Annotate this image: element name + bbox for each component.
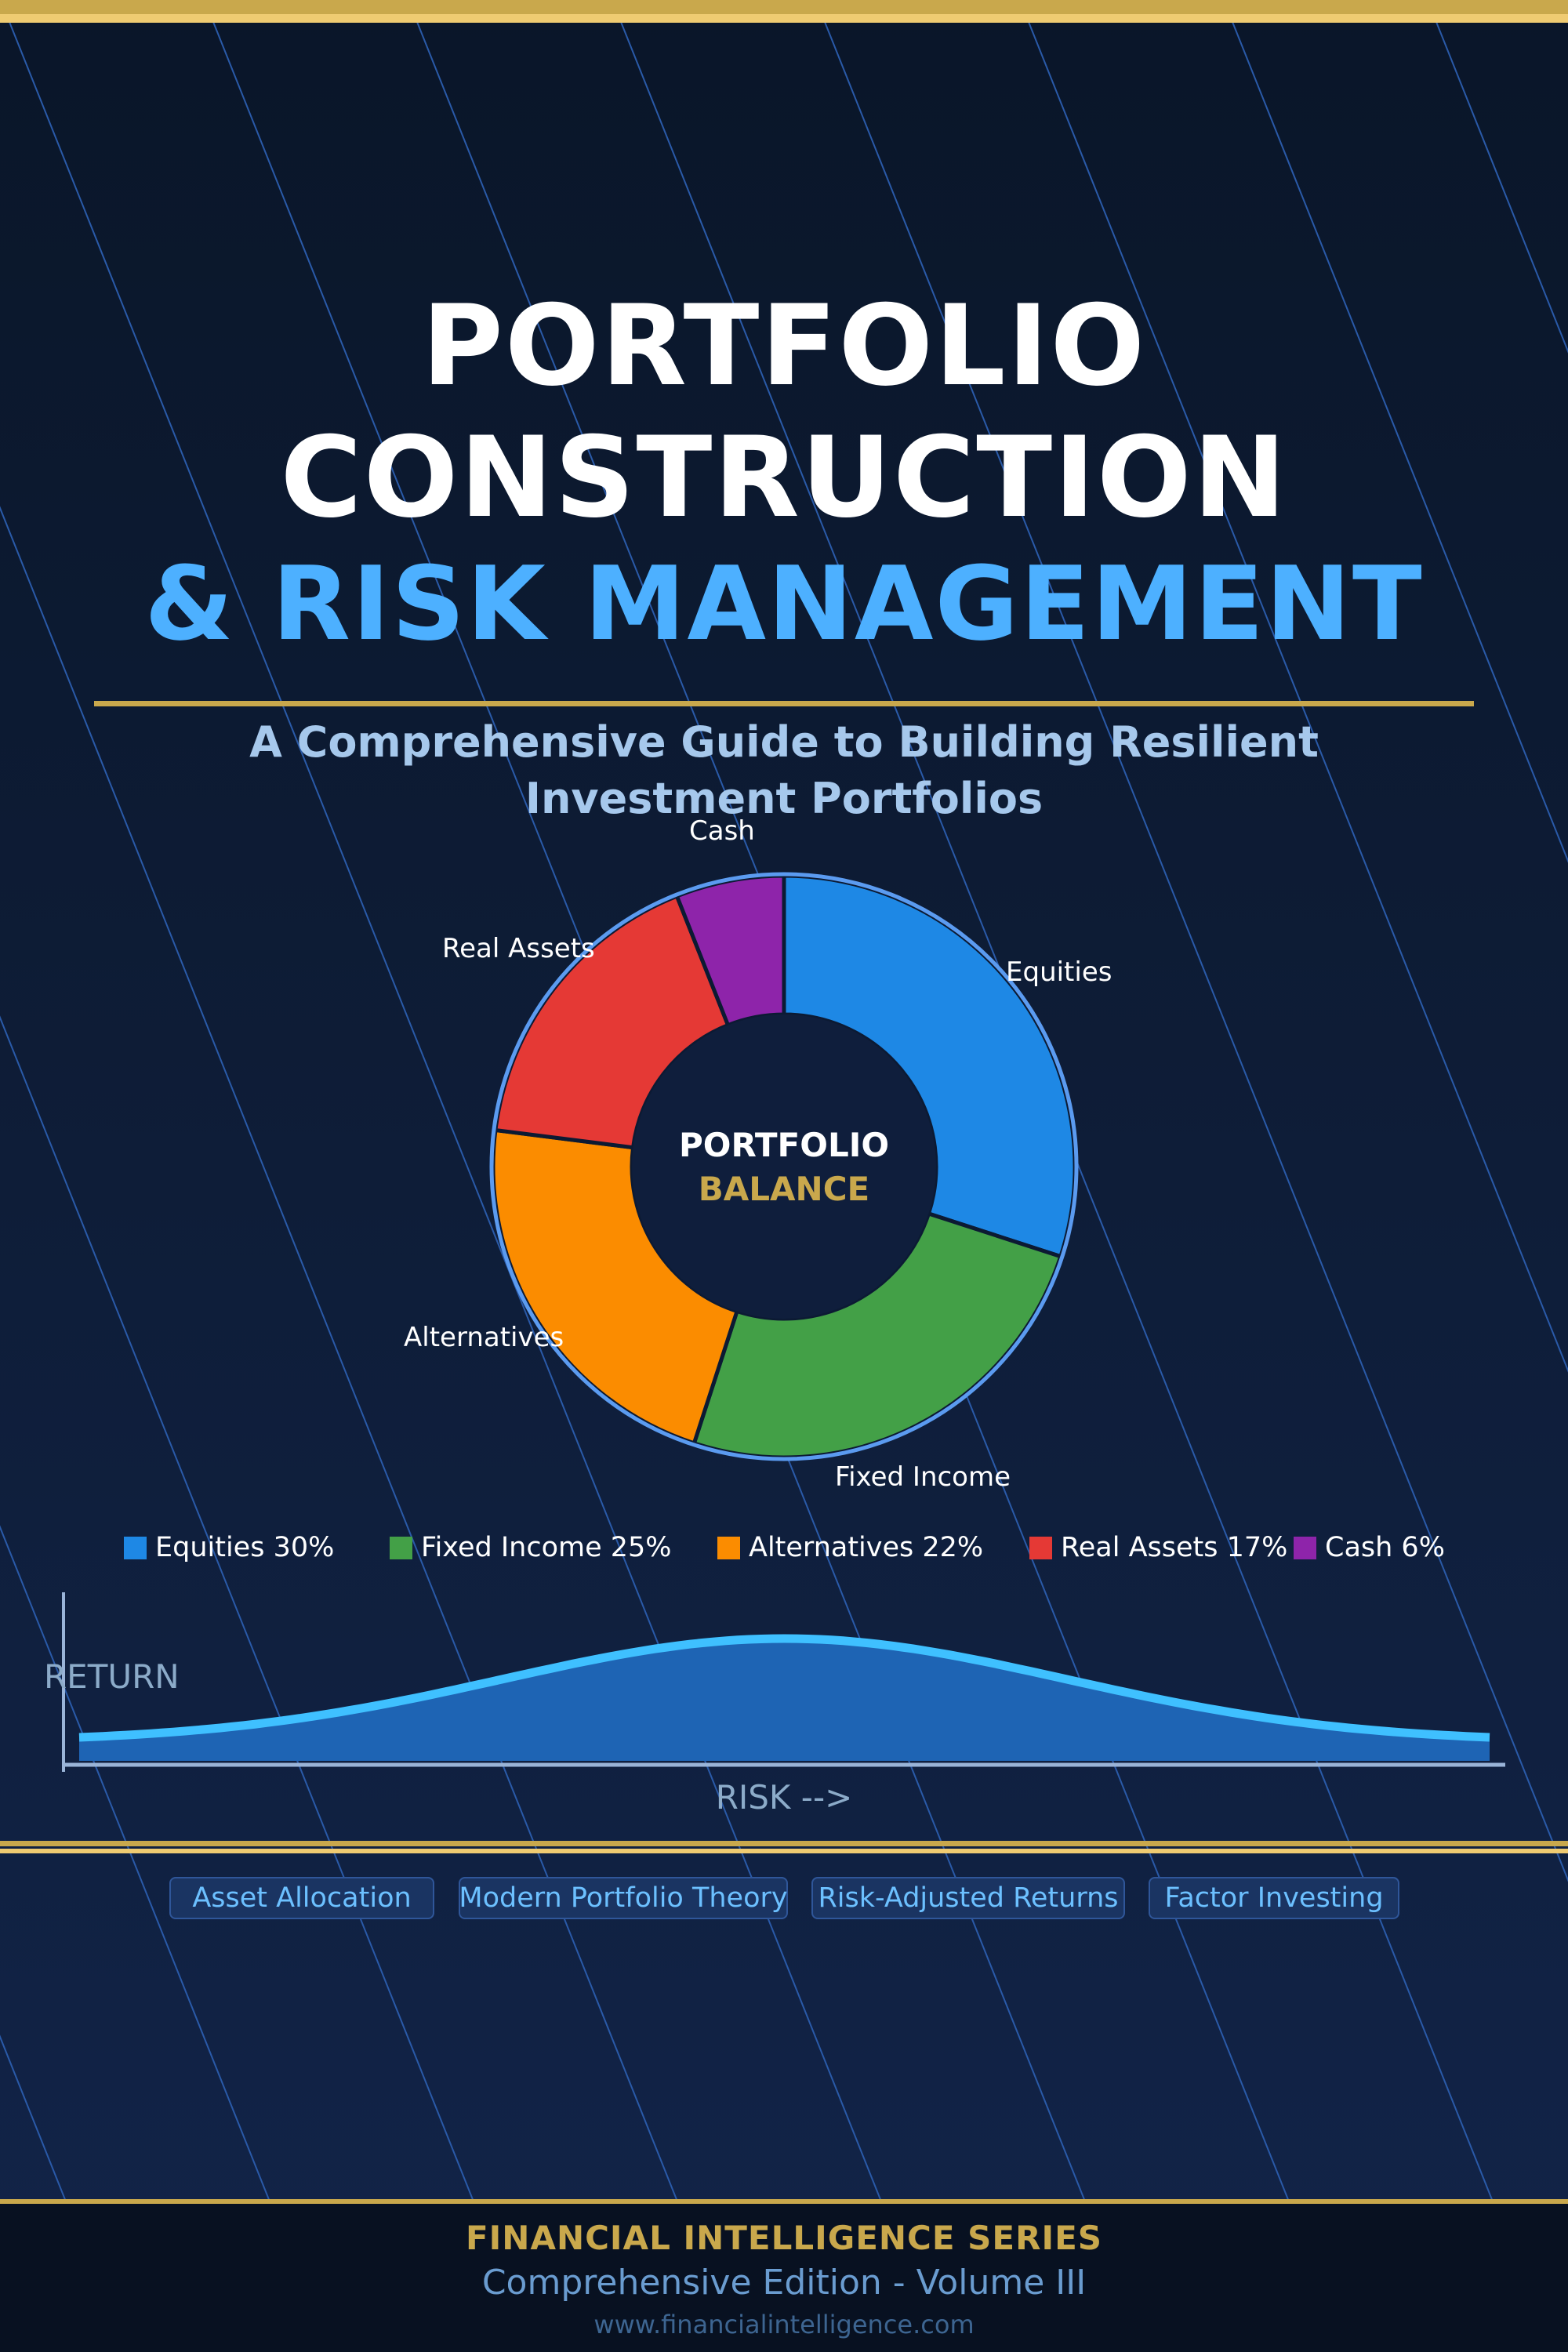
legend-item-equities: Equities 30% [124,1530,334,1565]
section-divider-gold [0,1841,1568,1846]
title-divider [94,701,1474,706]
tag-modern-portfolio-theory[interactable]: Modern Portfolio Theory [459,1877,788,1919]
section-divider-gold-light [0,1849,1568,1853]
legend-swatch-fixed-income [390,1536,412,1559]
title-line-3-accent: & RISK MANAGEMENT [144,544,1424,663]
tag-risk-adjusted-returns[interactable]: Risk-Adjusted Returns [811,1877,1125,1919]
portfolio-donut-chart [489,872,1079,1461]
slice-label-equities: Equities [1006,956,1112,988]
legend-label: Alternatives 22% [749,1532,984,1563]
legend-item-cash: Cash 6% [1294,1530,1445,1565]
slice-label-real-assets: Real Assets [442,933,595,964]
top-gold-band-light [0,14,1568,23]
footer-band [0,2204,1568,2352]
edition-text: Comprehensive Edition - Volume III [481,2263,1087,2303]
legend-swatch-alternatives [717,1536,740,1559]
title-line-2: CONSTRUCTION [280,413,1288,543]
legend-label: Fixed Income 25% [421,1532,672,1563]
subtitle-line-2: Investment Portfolios [524,774,1044,823]
top-gold-band [0,0,1568,14]
slice-label-fixed-income: Fixed Income [835,1461,1011,1493]
donut-center-label-portfolio: PORTFOLIO [678,1126,890,1164]
subtitle-line-1: A Comprehensive Guide to Building Resili… [249,717,1319,767]
tag-asset-allocation[interactable]: Asset Allocation [169,1877,434,1919]
legend-item-real-assets: Real Assets 17% [1029,1530,1287,1565]
y-axis-label: RETURN [44,1657,180,1696]
tag-factor-investing[interactable]: Factor Investing [1149,1877,1399,1919]
legend-label: Equities 30% [155,1532,335,1563]
website-url[interactable]: www.financialintelligence.com [593,2310,975,2339]
slice-label-alternatives: Alternatives [404,1322,564,1353]
slice-label-cash: Cash [689,815,755,847]
x-axis-label: RISK --> [715,1778,853,1817]
footer-gold-rule [0,2199,1568,2204]
legend-label: Real Assets 17% [1061,1532,1288,1563]
title-line-1: PORTFOLIO [421,281,1147,411]
legend-swatch-real-assets [1029,1536,1052,1559]
legend-item-alternatives: Alternatives 22% [717,1530,983,1565]
donut-center-label-balance: BALANCE [698,1170,870,1208]
risk-return-curve-chart [62,1592,1505,1772]
series-name: FINANCIAL INTELLIGENCE SERIES [465,2219,1103,2257]
legend-swatch-equities [124,1536,147,1559]
legend-label: Cash 6% [1325,1532,1445,1563]
legend-swatch-cash [1294,1536,1316,1559]
legend-item-fixed-income: Fixed Income 25% [390,1530,672,1565]
